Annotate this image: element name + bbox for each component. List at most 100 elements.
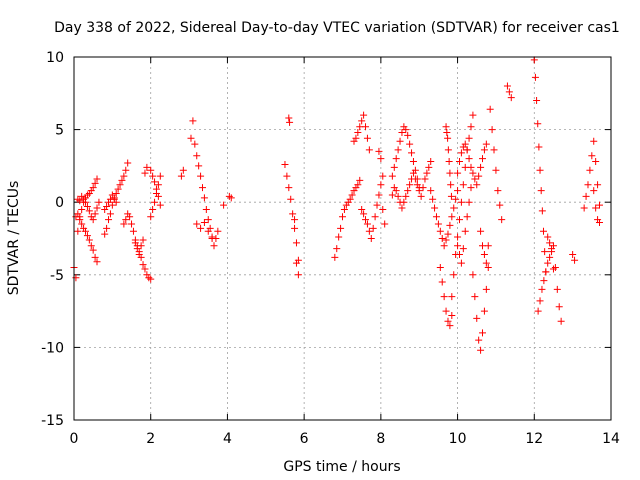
- data-point: [177, 172, 185, 180]
- data-point: [463, 146, 471, 154]
- data-point: [480, 146, 488, 154]
- data-point: [151, 178, 159, 186]
- data-point: [388, 191, 396, 199]
- data-point: [120, 220, 128, 228]
- data-point: [220, 201, 228, 209]
- data-point: [394, 192, 402, 200]
- series-sat-c: [74, 192, 103, 224]
- data-point: [594, 181, 602, 189]
- data-point: [204, 216, 212, 224]
- chart-title: Day 338 of 2022, Sidereal Day-to-day VTE…: [54, 20, 620, 36]
- data-point: [553, 285, 561, 293]
- data-point: [291, 216, 299, 224]
- data-point: [588, 152, 596, 160]
- data-point: [346, 195, 354, 203]
- data-point: [139, 236, 147, 244]
- series-sat-ah: [534, 242, 565, 325]
- data-point: [448, 293, 456, 301]
- data-point: [225, 192, 233, 200]
- data-point: [78, 220, 86, 228]
- data-point: [429, 195, 437, 203]
- data-point: [447, 192, 455, 200]
- data-point: [484, 242, 492, 250]
- data-point: [82, 198, 90, 206]
- data-point: [156, 201, 164, 209]
- data-point: [367, 235, 375, 242]
- data-point: [538, 207, 546, 215]
- y-axis-label: SDTVAR / TECUs: [6, 181, 22, 296]
- data-point: [446, 322, 454, 330]
- data-point: [454, 233, 462, 241]
- data-point: [450, 271, 458, 279]
- data-point: [503, 82, 511, 90]
- data-point: [595, 219, 603, 227]
- data-point: [204, 227, 212, 235]
- data-point: [482, 140, 490, 148]
- data-point: [471, 175, 479, 183]
- data-point: [131, 239, 139, 247]
- data-point: [285, 114, 293, 122]
- data-point: [147, 166, 155, 174]
- data-point: [477, 346, 485, 354]
- axis-ticks: 0 2 4 6 8 10 12 14 -15 -10 -5 0 5 10: [41, 50, 620, 447]
- series-sat-y: [436, 264, 456, 330]
- data-point: [463, 213, 471, 221]
- data-point: [444, 317, 452, 325]
- data-point: [363, 134, 371, 142]
- data-point: [291, 224, 299, 232]
- data-point: [479, 329, 487, 337]
- data-point: [212, 235, 220, 242]
- data-point: [427, 187, 435, 195]
- data-point: [447, 181, 455, 189]
- data-point: [482, 259, 490, 267]
- data-point: [409, 169, 417, 177]
- data-point: [152, 185, 160, 193]
- data-point: [103, 224, 111, 232]
- data-point: [465, 198, 473, 206]
- data-point: [76, 197, 84, 205]
- data-point: [467, 184, 475, 192]
- data-point: [82, 227, 90, 235]
- data-point: [294, 271, 302, 279]
- data-point: [83, 203, 91, 211]
- data-point: [454, 242, 462, 250]
- data-point: [360, 210, 368, 218]
- data-point: [362, 123, 370, 131]
- data-point: [546, 253, 554, 261]
- data-point: [580, 204, 588, 212]
- data-point: [546, 239, 554, 247]
- data-point: [542, 268, 550, 276]
- data-point: [87, 242, 95, 250]
- data-point: [191, 140, 199, 148]
- data-point: [189, 117, 197, 125]
- y-tick-label: -10: [41, 340, 64, 356]
- data-point: [283, 172, 291, 180]
- x-tick-label: 14: [602, 431, 620, 447]
- data-point: [110, 194, 118, 202]
- data-point: [461, 227, 469, 235]
- series-sat-m: [220, 192, 235, 209]
- data-point: [122, 216, 130, 224]
- data-point: [436, 264, 444, 272]
- data-point: [582, 192, 590, 200]
- x-tick-label: 0: [70, 431, 79, 447]
- data-point: [377, 181, 385, 189]
- data-point: [114, 185, 122, 193]
- data-point: [154, 181, 162, 189]
- data-point: [444, 230, 452, 238]
- data-point: [448, 311, 456, 319]
- data-point: [467, 163, 475, 171]
- data-point: [281, 160, 289, 168]
- data-point: [415, 187, 423, 195]
- series-sat-n: [281, 160, 302, 264]
- data-point: [120, 172, 128, 180]
- data-point: [377, 155, 385, 163]
- data-point: [76, 216, 84, 224]
- data-point: [413, 181, 421, 189]
- data-point: [475, 336, 483, 344]
- data-point: [548, 245, 556, 253]
- data-point: [289, 210, 297, 218]
- data-point: [455, 158, 463, 166]
- data-point: [498, 216, 506, 224]
